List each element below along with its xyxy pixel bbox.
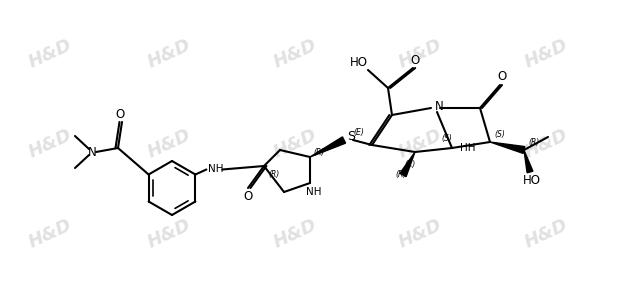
Text: N: N bbox=[435, 100, 443, 113]
Text: NH: NH bbox=[306, 187, 322, 197]
Text: H&D: H&D bbox=[396, 216, 445, 252]
Text: O: O bbox=[497, 70, 507, 83]
Text: H&D: H&D bbox=[26, 126, 75, 162]
Text: H&D: H&D bbox=[271, 216, 320, 252]
Text: (R): (R) bbox=[268, 170, 279, 179]
Polygon shape bbox=[310, 137, 345, 157]
Text: (R): (R) bbox=[396, 169, 406, 178]
Polygon shape bbox=[524, 150, 533, 173]
Text: H&D: H&D bbox=[26, 36, 75, 72]
Text: O: O bbox=[116, 107, 124, 121]
Text: O: O bbox=[244, 190, 252, 202]
Text: (E): (E) bbox=[354, 128, 364, 136]
Text: H&D: H&D bbox=[396, 36, 445, 72]
Text: H&D: H&D bbox=[522, 216, 571, 252]
Text: H&D: H&D bbox=[271, 126, 320, 162]
Text: H&D: H&D bbox=[522, 126, 571, 162]
Polygon shape bbox=[400, 152, 415, 177]
Text: (R): (R) bbox=[528, 137, 539, 146]
Text: H&D: H&D bbox=[145, 216, 194, 252]
Text: H&D: H&D bbox=[522, 36, 571, 72]
Text: H&D: H&D bbox=[145, 126, 194, 162]
Text: N: N bbox=[88, 146, 96, 158]
Text: S: S bbox=[347, 130, 355, 143]
Text: H&D: H&D bbox=[271, 36, 320, 72]
Polygon shape bbox=[490, 142, 525, 153]
Text: (R): (R) bbox=[404, 160, 416, 169]
Text: (S): (S) bbox=[441, 134, 452, 142]
Text: H&D: H&D bbox=[145, 36, 194, 72]
Text: H&D: H&D bbox=[396, 126, 445, 162]
Text: HH: HH bbox=[460, 143, 476, 153]
Text: HO: HO bbox=[523, 175, 541, 188]
Text: H&D: H&D bbox=[26, 216, 75, 252]
Text: NH: NH bbox=[208, 164, 223, 173]
Text: (R): (R) bbox=[313, 148, 325, 157]
Text: HO: HO bbox=[350, 56, 368, 68]
Text: O: O bbox=[410, 53, 420, 67]
Text: (S): (S) bbox=[495, 130, 506, 139]
